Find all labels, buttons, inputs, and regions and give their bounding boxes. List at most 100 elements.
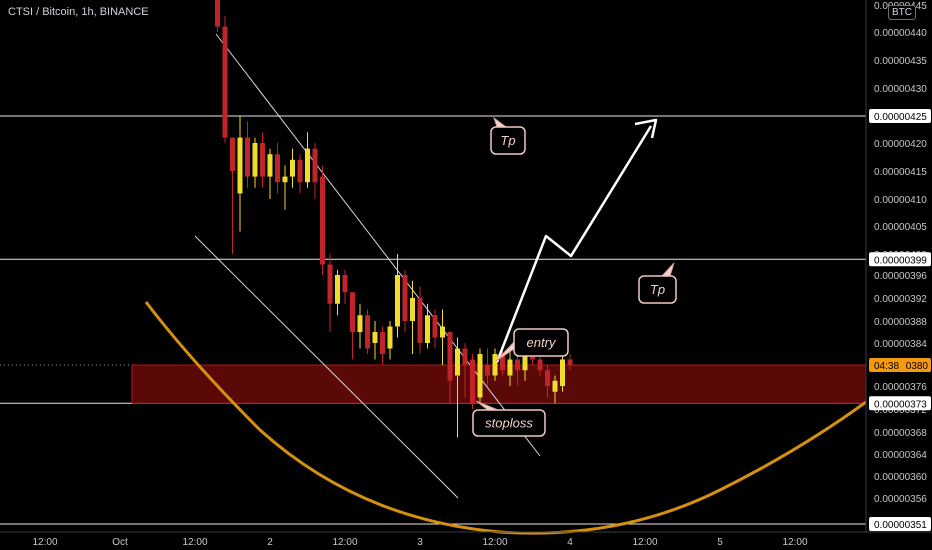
price-tick-label: 0.00000410 <box>874 195 927 206</box>
countdown-label: 04:38 <box>874 361 899 372</box>
candle-body <box>357 315 363 332</box>
annotations: Tp Tp entry stoploss <box>472 116 677 437</box>
time-tick-label: 3 <box>417 537 423 548</box>
candle-body <box>282 176 288 183</box>
callout-box <box>472 409 546 437</box>
tp-callout-lower: Tp <box>638 262 677 304</box>
candle-body <box>290 159 295 177</box>
time-tick-label: Oct <box>112 537 128 548</box>
callout-text: entry <box>527 335 557 350</box>
candle-body <box>245 137 250 177</box>
price-tick-label: 0.00000430 <box>874 84 927 95</box>
level-badge <box>869 396 931 411</box>
time-axis[interactable]: 12:00 Oct 12:00 2 12:00 3 12:00 4 12:00 5 12:00 <box>0 531 932 548</box>
callout-text: Tp <box>650 282 665 297</box>
callout-box <box>490 126 526 155</box>
symbol-title: CTSI / Bitcoin, 1h, BINANCE <box>8 6 149 18</box>
price-tick-label: 0.00000376 <box>874 382 927 393</box>
price-tick-label: 0.00000405 <box>874 222 927 233</box>
time-tick-label: 4 <box>567 537 573 548</box>
last-price-label: 0380 <box>906 361 929 372</box>
candle-body <box>440 326 445 338</box>
candle-body <box>222 26 228 138</box>
level-badge-label: 0.00000373 <box>874 399 927 410</box>
currency-badge[interactable]: BTC <box>888 5 916 20</box>
arrow-path <box>495 125 653 363</box>
descending-channel <box>194 33 541 499</box>
candle-body <box>447 332 453 381</box>
price-axis[interactable]: 0.000004450.000004400.000004350.00000430… <box>865 0 932 532</box>
time-tick-label: 12:00 <box>632 537 657 548</box>
price-tick-label: 0.00000415 <box>874 167 927 178</box>
candle-body <box>327 264 333 304</box>
candle-body <box>432 315 438 338</box>
candle-body <box>305 148 310 183</box>
support-zone <box>131 364 867 404</box>
entry-callout: entry <box>495 328 569 362</box>
candle-body <box>335 275 340 304</box>
tp-callout-upper: Tp <box>490 116 526 155</box>
candle-body <box>342 275 348 293</box>
candle-body <box>395 275 400 327</box>
candle-body <box>492 354 498 376</box>
candle-body <box>567 359 573 365</box>
last-price-badge <box>869 358 931 372</box>
price-tick-label: 0.00000392 <box>874 294 927 305</box>
candle-body <box>462 348 468 365</box>
candle-body <box>365 315 370 349</box>
candle-body <box>380 332 385 354</box>
time-tick-label: 12:00 <box>32 537 57 548</box>
candle-body <box>260 143 265 177</box>
candle-body <box>252 143 258 177</box>
price-tick-label: 0.00000420 <box>874 139 927 150</box>
level-badge-label: 0.00000399 <box>874 255 927 266</box>
level-badge <box>869 252 931 267</box>
candle-body <box>275 154 280 183</box>
candle-body <box>350 292 355 332</box>
arrow-head <box>634 118 658 139</box>
level-badge-label: 0.00000425 <box>874 112 927 123</box>
price-tick-label: 0.00000360 <box>874 472 927 483</box>
callout-text: Tp <box>500 133 515 148</box>
channel-lower-line <box>194 235 459 499</box>
callout-box <box>638 275 677 304</box>
time-tick-label: 5 <box>717 537 723 548</box>
candle-body <box>267 154 273 177</box>
time-tick-label: 12:00 <box>482 537 507 548</box>
time-tick-label: 12:00 <box>782 537 807 548</box>
candle-body <box>552 380 558 392</box>
candle-body <box>372 332 378 343</box>
candle-body <box>485 365 490 376</box>
candle-body <box>455 348 460 376</box>
price-tick-label: 0.00000435 <box>874 56 927 67</box>
candle-body <box>537 359 543 371</box>
candle-body <box>320 176 325 265</box>
callout-text: stoploss <box>485 416 533 431</box>
price-tick-label: 0.00000368 <box>874 428 927 439</box>
price-tick-label: 0.00000388 <box>874 317 927 328</box>
candle-body <box>515 359 520 371</box>
price-tick-label: 0.00000384 <box>874 339 927 350</box>
callout-box <box>513 328 569 357</box>
level-badge <box>869 517 931 531</box>
channel-upper-line <box>215 33 541 457</box>
candle-body <box>417 298 423 343</box>
candle-body <box>507 359 513 376</box>
projection-arrow <box>495 118 658 363</box>
candles <box>215 0 573 438</box>
time-tick-label: 12:00 <box>182 537 207 548</box>
price-tick-label: 0.00000364 <box>874 450 927 461</box>
price-tick-label: 0.00000356 <box>874 494 927 505</box>
candle-body <box>237 137 243 194</box>
candle-body <box>477 354 483 398</box>
stoploss-callout: stoploss <box>472 400 546 437</box>
level-badge-label: 0.00000351 <box>874 520 927 531</box>
candle-body <box>522 354 528 371</box>
price-tick-label: 0.00000440 <box>874 28 927 39</box>
price-tick-label: 0.00000372 <box>874 405 927 416</box>
price-tick-label: 0.00000396 <box>874 271 927 282</box>
candle-body <box>230 137 235 171</box>
candle-body <box>545 370 550 386</box>
